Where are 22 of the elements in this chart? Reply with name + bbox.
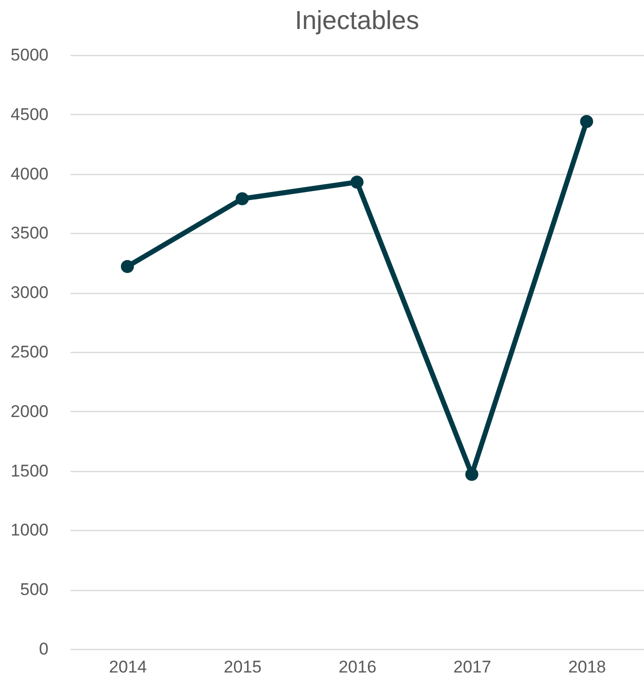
- point: [236, 192, 249, 206]
- y-tick-label: 3000: [10, 283, 48, 302]
- x-tick-label: 2015: [224, 658, 262, 676]
- y-tick-label: 3500: [10, 224, 48, 243]
- chart-title: Injectables: [294, 5, 420, 35]
- y-tick-label: 500: [20, 580, 48, 600]
- y-tick-label: 2000: [10, 402, 48, 421]
- x-tick-label: 2014: [108, 658, 147, 676]
- point: [465, 468, 478, 481]
- y-tick-label: 4500: [10, 104, 48, 124]
- x-tick-label: 2017: [453, 658, 492, 676]
- point: [350, 176, 364, 189]
- y-tick-label: 1000: [10, 520, 48, 540]
- y-tick-label: 2500: [10, 342, 48, 362]
- x-tick-label: 2016: [338, 658, 376, 676]
- x-tick-label: 2018: [568, 658, 606, 676]
- y-tick-label: 5000: [10, 46, 48, 64]
- y-tick-label: 1500: [10, 461, 48, 480]
- point: [120, 260, 134, 273]
- point: [580, 115, 594, 128]
- y-tick-label: 0: [39, 640, 48, 658]
- y-tick-label: 4000: [10, 164, 48, 184]
